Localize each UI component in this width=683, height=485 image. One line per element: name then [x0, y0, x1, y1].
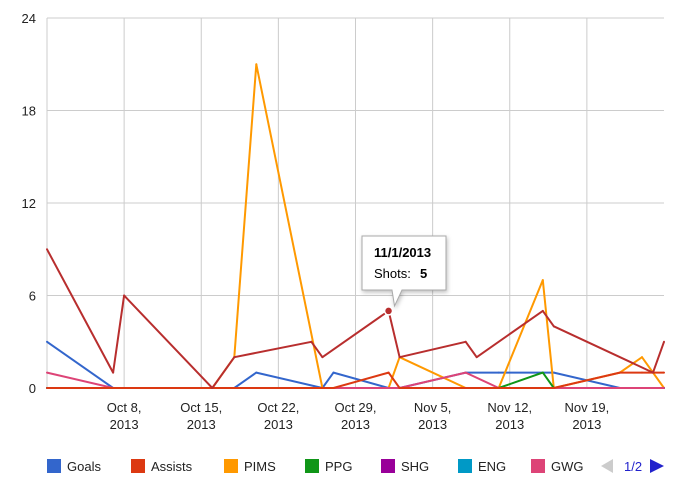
- data-point-shots: [651, 371, 654, 374]
- legend: Goals Assists PIMS PPG SHG ENG GWG: [47, 459, 584, 474]
- next-page-icon[interactable]: [650, 459, 664, 473]
- data-point-goals: [497, 371, 500, 374]
- data-point-shots: [552, 325, 555, 328]
- legend-swatch-goals: [47, 459, 61, 473]
- data-point-shots: [663, 340, 665, 343]
- data-point-gwg: [640, 387, 643, 389]
- data-point-pims: [255, 63, 258, 66]
- legend-label-ppg: PPG: [325, 459, 352, 474]
- data-point-assists: [321, 387, 324, 389]
- data-point-gwg: [46, 371, 48, 374]
- data-point-shots: [398, 356, 401, 359]
- data-point-assists: [387, 371, 390, 374]
- tooltip-value: 5: [420, 266, 427, 281]
- data-point-assists: [398, 387, 401, 389]
- data-point-shots: [46, 248, 48, 251]
- x-tick-label: Nov 19,: [564, 400, 609, 415]
- x-tick-label: Oct 8,: [107, 400, 142, 415]
- highlighted-point: [383, 306, 394, 316]
- y-tick-label: 18: [22, 104, 36, 119]
- tooltip: 11/1/2013 Shots: 5: [361, 235, 447, 316]
- data-point-goals: [332, 371, 335, 374]
- data-point-shots: [310, 340, 313, 343]
- data-point-goals: [255, 371, 258, 374]
- data-point-assists: [618, 371, 621, 374]
- data-point-goals: [552, 371, 555, 374]
- x-tick-label: Nov 12,: [487, 400, 532, 415]
- data-point-gwg: [618, 387, 621, 389]
- legend-pager: 1/2: [601, 459, 664, 474]
- x-tick-label-year: 2013: [264, 417, 293, 432]
- data-point-shots: [112, 371, 115, 374]
- data-point-shots: [211, 387, 214, 389]
- data-point-shots: [541, 309, 544, 312]
- legend-swatch-eng: [458, 459, 472, 473]
- prev-page-icon: [601, 459, 613, 473]
- data-point-assists: [640, 371, 643, 374]
- legend-label-assists: Assists: [151, 459, 193, 474]
- gridlines: [46, 17, 664, 389]
- x-tick-label-year: 2013: [572, 417, 601, 432]
- data-point-assists: [552, 387, 555, 389]
- series-lines: [46, 63, 665, 389]
- legend-label-shg: SHG: [401, 459, 429, 474]
- data-point-shots: [233, 356, 236, 359]
- data-point-assists: [233, 387, 236, 389]
- axis-labels: 0 6 12 18 24 Oct 8, 2013 Oct 15, 2013 Oct 22, 2013…: [22, 11, 610, 432]
- x-tick-label-year: 2013: [418, 417, 447, 432]
- data-point-assists: [497, 387, 500, 389]
- data-point-assists: [112, 387, 115, 389]
- data-point-assists: [46, 387, 48, 389]
- data-point-assists: [255, 387, 258, 389]
- data-point-ppg: [541, 371, 544, 374]
- y-tick-label: 12: [22, 196, 36, 211]
- legend-swatch-ppg: [305, 459, 319, 473]
- legend-swatch-shg: [381, 459, 395, 473]
- data-point-shots: [464, 340, 467, 343]
- legend-label-eng: ENG: [478, 459, 506, 474]
- data-point-shots: [123, 294, 126, 297]
- y-tick-label: 6: [29, 289, 36, 304]
- data-point-gwg: [387, 387, 390, 389]
- data-point-assists: [464, 387, 467, 389]
- data-point-pims: [541, 279, 544, 282]
- data-point-pims: [640, 356, 643, 359]
- legend-label-pims: PIMS: [244, 459, 276, 474]
- legend-swatch-pims: [224, 459, 238, 473]
- x-tick-label-year: 2013: [341, 417, 370, 432]
- data-point-assists: [541, 387, 544, 389]
- data-point-assists: [332, 387, 335, 389]
- data-point-shots: [475, 356, 478, 359]
- tooltip-label: Shots:: [374, 266, 411, 281]
- data-point-shots: [321, 356, 324, 359]
- legend-label-goals: Goals: [67, 459, 101, 474]
- x-tick-label: Oct 29,: [335, 400, 377, 415]
- y-tick-label: 0: [29, 381, 36, 396]
- legend-swatch-assists: [131, 459, 145, 473]
- x-tick-label-year: 2013: [187, 417, 216, 432]
- legend-swatch-gwg: [531, 459, 545, 473]
- x-tick-label: Nov 5,: [414, 400, 452, 415]
- x-tick-label: Oct 22,: [257, 400, 299, 415]
- data-point-gwg: [663, 387, 665, 389]
- data-point-assists: [156, 387, 159, 389]
- tooltip-title: 11/1/2013: [374, 245, 431, 260]
- legend-label-gwg: GWG: [551, 459, 584, 474]
- data-point-assists: [663, 371, 665, 374]
- y-tick-label: 24: [22, 11, 36, 26]
- x-tick-label-year: 2013: [110, 417, 139, 432]
- tooltip-box: [361, 235, 447, 308]
- data-point-gwg: [464, 371, 467, 374]
- page-indicator: 1/2: [624, 459, 642, 474]
- data-point-goals: [46, 340, 48, 343]
- x-tick-label-year: 2013: [495, 417, 524, 432]
- x-tick-label: Oct 15,: [180, 400, 222, 415]
